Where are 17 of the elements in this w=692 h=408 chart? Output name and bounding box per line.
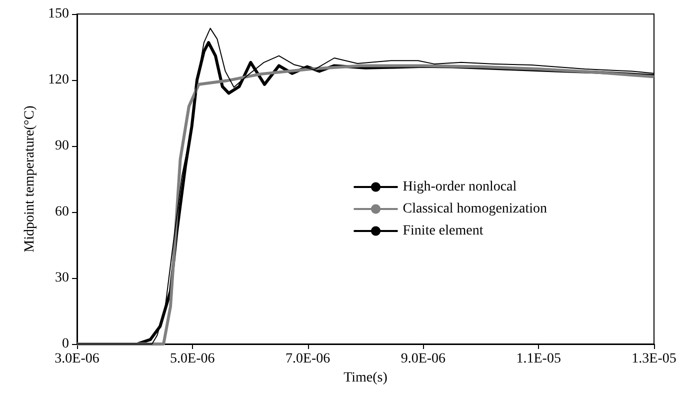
y-tick-label: 90 (55, 138, 69, 154)
y-tick-label: 0 (62, 336, 69, 352)
y-tick-label: 120 (48, 72, 69, 88)
x-axis-title: Time(s) (344, 370, 388, 386)
y-axis-title: Midpoint temperature(°C) (22, 105, 38, 252)
x-tick-label: 5.0E-06 (170, 352, 215, 366)
x-tick-label: 1.1E-05 (516, 352, 561, 366)
y-tick-label: 150 (48, 6, 69, 22)
y-tick-label: 60 (55, 204, 69, 220)
x-tick-label: 1.3E-05 (632, 352, 676, 366)
x-tick-label: 7.0E-06 (285, 352, 330, 366)
legend-label: Classical homogenization (402, 202, 548, 216)
x-tick-label: 3.0E-06 (54, 352, 100, 366)
y-tick-label: 30 (55, 270, 69, 286)
x-tick-label: 9.0E-06 (400, 352, 446, 366)
legend-label: Finite element (402, 224, 484, 238)
legend-label: High-order nonlocal (402, 180, 517, 194)
